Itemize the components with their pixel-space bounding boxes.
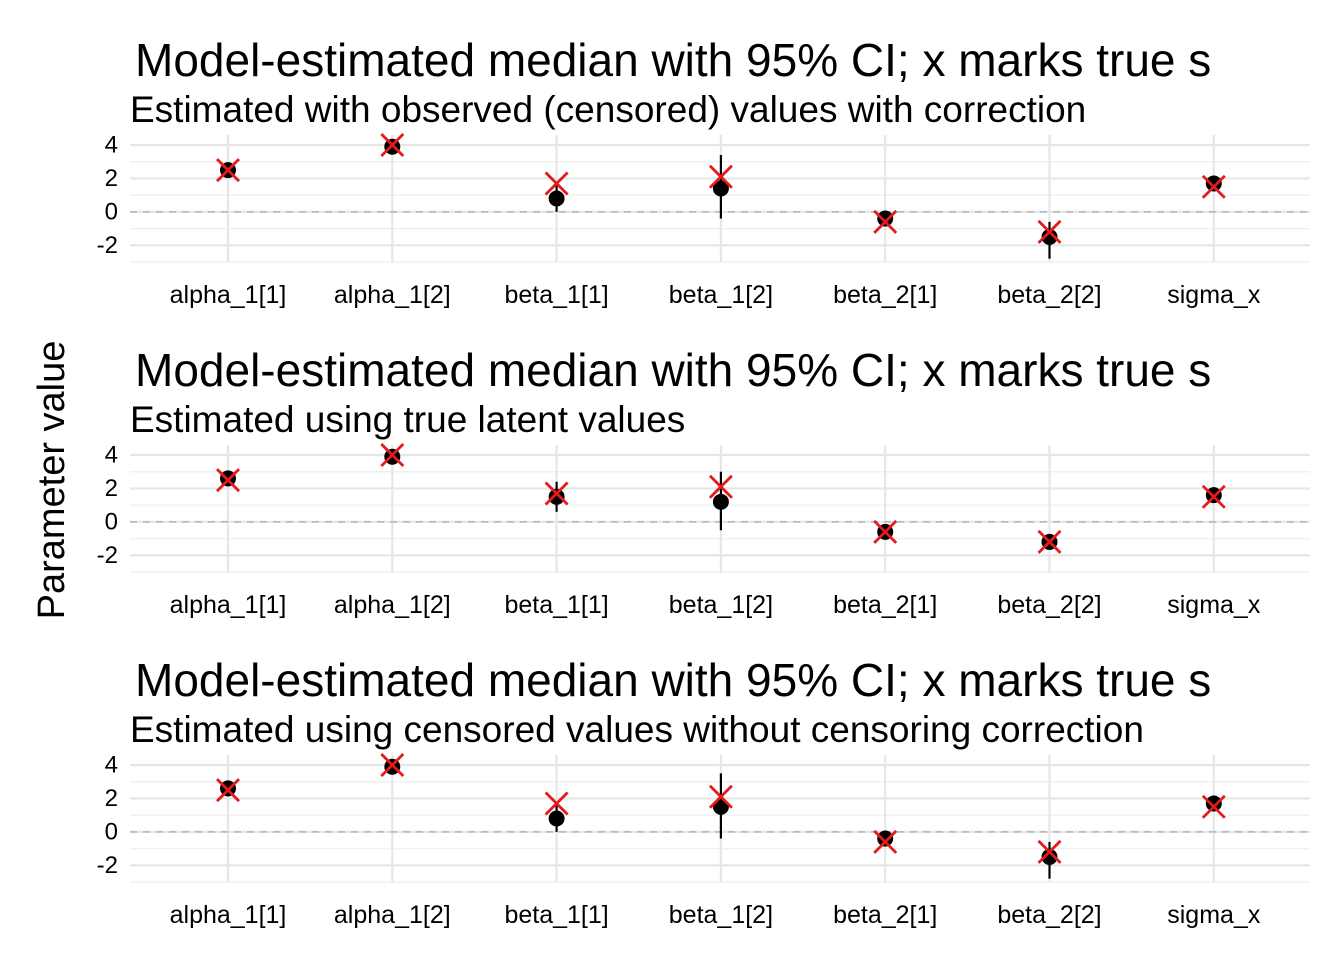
true-value-marker [1201, 794, 1226, 819]
x-category-label: beta_1[2] [669, 591, 773, 619]
true-value-marker [708, 164, 733, 189]
true-value-marker [1037, 219, 1062, 244]
y-axis-label: Parameter value [31, 341, 73, 620]
y-tick-label: 4 [105, 442, 118, 469]
x-category-label: beta_1[1] [504, 901, 608, 929]
chart-panel-2: Model-estimated median with 95% CI; x ma… [97, 344, 1310, 619]
x-category-label: beta_2[2] [997, 281, 1101, 309]
panel-title: Model-estimated median with 95% CI; x ma… [135, 344, 1211, 396]
y-tick-label: 0 [105, 198, 118, 225]
x-category-label: sigma_x [1167, 591, 1261, 619]
true-value-marker [380, 133, 405, 158]
median-point [548, 488, 565, 505]
panel-title: Model-estimated median with 95% CI; x ma… [135, 34, 1211, 86]
true-value-marker [708, 784, 733, 809]
x-category-label: beta_2[1] [833, 281, 937, 309]
median-point [712, 493, 729, 510]
median-point [877, 830, 894, 847]
panel-subtitle: Estimated with observed (censored) value… [130, 89, 1086, 130]
true-value-marker [1201, 484, 1226, 509]
x-category-label: alpha_1[2] [334, 591, 451, 619]
x-category-label: alpha_1[1] [170, 281, 287, 309]
x-category-label: beta_2[2] [997, 591, 1101, 619]
median-point [1205, 175, 1222, 192]
true-value-marker [873, 209, 898, 234]
y-tick-label: 2 [105, 785, 118, 812]
y-tick-label: 4 [105, 752, 118, 779]
panel-subtitle: Estimated using true latent values [130, 399, 685, 440]
x-category-label: beta_2[1] [833, 591, 937, 619]
true-value-marker [544, 171, 569, 196]
x-category-label: alpha_1[2] [334, 281, 451, 309]
y-tick-label: -2 [97, 232, 118, 259]
y-tick-label: 2 [105, 165, 118, 192]
x-category-label: beta_1[2] [669, 281, 773, 309]
true-value-marker [380, 753, 405, 778]
x-category-label: alpha_1[1] [170, 591, 287, 619]
x-category-label: beta_2[1] [833, 901, 937, 929]
true-value-marker [216, 778, 240, 803]
x-category-label: beta_1[1] [504, 591, 608, 619]
y-tick-label: -2 [97, 542, 118, 569]
true-value-marker [544, 481, 569, 506]
x-category-label: sigma_x [1167, 281, 1261, 309]
x-category-label: alpha_1[2] [334, 901, 451, 929]
median-point [1041, 228, 1058, 245]
median-point [548, 810, 565, 827]
median-point [712, 180, 729, 197]
true-value-marker [1201, 174, 1226, 199]
x-category-label: beta_1[2] [669, 901, 773, 929]
y-tick-label: 2 [105, 475, 118, 502]
true-value-marker [380, 443, 405, 468]
y-tick-label: 0 [105, 818, 118, 845]
true-value-marker [544, 791, 569, 816]
median-point [1205, 795, 1222, 812]
y-tick-label: 4 [105, 132, 118, 159]
true-value-marker [873, 829, 898, 854]
y-tick-label: 0 [105, 508, 118, 535]
median-point [712, 798, 729, 815]
x-category-label: beta_2[2] [997, 901, 1101, 929]
panel-title: Model-estimated median with 95% CI; x ma… [135, 654, 1211, 706]
true-value-marker [216, 158, 240, 183]
median-point [548, 190, 565, 207]
true-value-marker [216, 468, 240, 493]
panel-subtitle: Estimated using censored values without … [130, 709, 1144, 750]
median-point [1041, 848, 1058, 865]
true-value-marker [873, 519, 898, 544]
y-tick-label: -2 [97, 852, 118, 879]
true-value-marker [708, 474, 733, 499]
x-category-label: sigma_x [1167, 901, 1261, 929]
median-point [877, 210, 894, 227]
true-value-marker [1037, 839, 1062, 864]
x-category-label: alpha_1[1] [170, 901, 287, 929]
chart-panel-3: Model-estimated median with 95% CI; x ma… [97, 654, 1310, 929]
true-value-marker [1037, 529, 1062, 554]
chart-panel-1: Model-estimated median with 95% CI; x ma… [97, 34, 1310, 309]
x-category-label: beta_1[1] [504, 281, 608, 309]
